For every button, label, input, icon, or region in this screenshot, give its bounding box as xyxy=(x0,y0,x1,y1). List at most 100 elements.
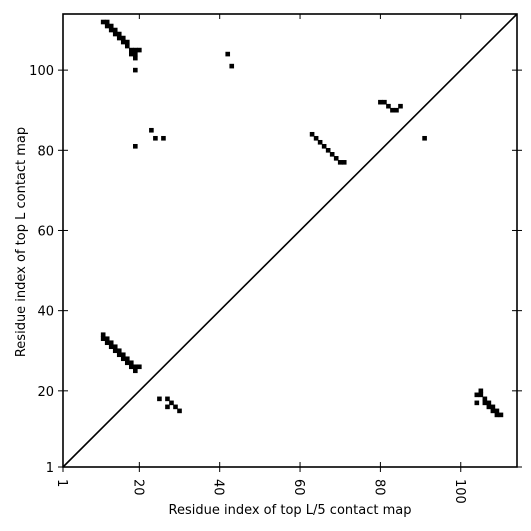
contact-point xyxy=(165,404,170,410)
contact-point xyxy=(112,27,118,33)
contact-point xyxy=(149,127,154,133)
contact-point xyxy=(116,352,122,358)
contact-point xyxy=(225,51,231,57)
contact-point xyxy=(422,135,427,141)
y-tick-label: 1 xyxy=(46,461,54,476)
contact-point xyxy=(494,412,500,418)
contact-point xyxy=(177,408,182,414)
contact-point xyxy=(124,360,130,366)
contact-point xyxy=(124,356,130,362)
contact-point xyxy=(329,152,335,157)
contact-point xyxy=(104,23,110,29)
contact-point xyxy=(100,19,106,25)
contact-point xyxy=(124,43,130,49)
contact-point xyxy=(137,364,142,370)
y-tick-label: 80 xyxy=(37,144,54,159)
contact-point xyxy=(104,19,110,25)
contact-point xyxy=(157,396,162,402)
contact-point xyxy=(478,388,484,394)
contact-point xyxy=(120,39,126,45)
contact-point xyxy=(486,404,492,410)
contact-point xyxy=(128,51,134,57)
contact-point xyxy=(108,344,114,350)
contact-point xyxy=(116,31,122,37)
contact-point xyxy=(120,352,126,358)
contact-point xyxy=(116,35,122,41)
contact-point xyxy=(133,47,138,53)
contact-point xyxy=(128,47,134,53)
contact-point xyxy=(133,51,138,57)
contact-point xyxy=(498,412,504,418)
contact-point xyxy=(133,143,138,149)
diagonal-line xyxy=(62,13,518,468)
x-tick-label: 1 xyxy=(54,479,69,487)
x-tick-label: 100 xyxy=(452,479,467,504)
contact-point xyxy=(382,99,387,105)
contact-point xyxy=(128,360,134,366)
contact-point xyxy=(120,35,126,41)
contact-point xyxy=(229,63,235,69)
x-tick-label: 20 xyxy=(130,479,145,496)
contact-point xyxy=(173,404,178,410)
contact-point xyxy=(120,356,126,362)
contact-point xyxy=(313,135,319,141)
contact-point xyxy=(100,332,106,338)
contact-point xyxy=(137,47,142,53)
plot-frame xyxy=(62,13,518,468)
contact-point xyxy=(490,408,496,414)
contact-point xyxy=(337,160,343,165)
contact-point xyxy=(153,135,158,141)
contact-point xyxy=(116,348,122,354)
y-tick-label: 40 xyxy=(37,305,54,320)
contact-point xyxy=(169,400,174,406)
contact-point xyxy=(309,131,315,137)
x-axis-ticks: 1 20 40 60 80 100 xyxy=(54,14,467,504)
contact-point xyxy=(165,396,170,402)
contact-point xyxy=(478,392,484,398)
contact-point xyxy=(398,103,403,109)
contact-point xyxy=(474,392,480,398)
contact-point xyxy=(124,39,130,45)
contact-point xyxy=(474,400,480,406)
contact-point xyxy=(112,348,118,354)
contact-point xyxy=(133,364,138,370)
contact-points xyxy=(100,19,504,418)
contact-point xyxy=(333,156,339,161)
contact-point xyxy=(112,344,118,350)
contact-point xyxy=(490,404,496,410)
contact-point xyxy=(161,135,166,141)
contact-point xyxy=(321,143,327,149)
contact-point xyxy=(341,160,347,165)
contact-point xyxy=(133,67,138,73)
contact-point xyxy=(325,147,331,153)
contact-point xyxy=(482,396,488,402)
x-tick-label: 40 xyxy=(211,479,226,496)
x-axis-label: Residue index of top L/5 contact map xyxy=(169,503,412,518)
y-tick-label: 20 xyxy=(37,385,54,400)
contact-point xyxy=(482,400,488,406)
contact-point xyxy=(378,99,383,105)
contact-point xyxy=(390,107,395,113)
contact-point xyxy=(317,139,323,145)
contact-point xyxy=(128,364,134,370)
contact-point xyxy=(112,31,118,37)
y-axis-ticks: 1 20 40 60 80 100 xyxy=(29,64,522,476)
contact-point xyxy=(133,55,138,61)
contact-point xyxy=(486,400,492,406)
contact-point xyxy=(394,107,399,113)
contact-point xyxy=(104,340,110,346)
contact-point xyxy=(386,103,391,109)
contact-point xyxy=(494,408,500,414)
contact-point xyxy=(133,368,138,374)
y-tick-label: 60 xyxy=(37,224,54,239)
contact-point xyxy=(108,23,114,29)
y-axis-label: Residue index of top L contact map xyxy=(14,127,29,357)
x-tick-label: 80 xyxy=(371,479,386,496)
contact-point xyxy=(108,27,114,33)
contact-point xyxy=(100,336,106,342)
y-tick-label: 100 xyxy=(29,64,54,79)
x-tick-label: 60 xyxy=(291,479,306,496)
contact-point xyxy=(108,340,114,346)
contact-point xyxy=(104,336,110,342)
